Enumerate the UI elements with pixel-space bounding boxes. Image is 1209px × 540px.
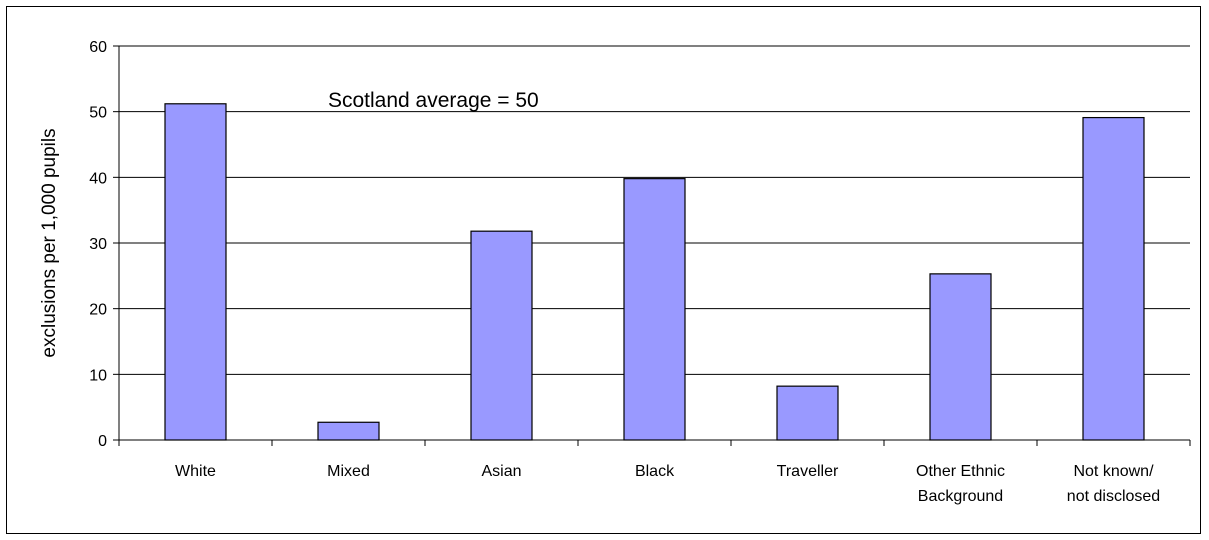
x-category-label: Black <box>635 463 675 480</box>
bar-black <box>623 178 686 441</box>
x-category-label: Traveller <box>777 463 839 480</box>
x-tick-labels: White Mixed Asian Black Traveller Other Ethni… <box>118 440 1191 505</box>
gridlines <box>119 45 1190 375</box>
y-tick-label: 50 <box>89 105 107 122</box>
y-tick-label: 10 <box>89 367 107 384</box>
y-tick-label: 30 <box>89 236 107 253</box>
x-category-label: Asian <box>481 463 521 480</box>
bar-white <box>164 103 227 441</box>
bar-mixed <box>317 421 380 441</box>
scotland-average-annotation: Scotland average = 50 <box>328 89 539 112</box>
y-tick-labels: 0 10 20 30 40 50 60 <box>89 39 119 450</box>
x-category-label: White <box>175 463 216 480</box>
x-category-label: Other Ethnic <box>916 463 1005 480</box>
bar-asian <box>470 230 533 441</box>
y-tick-label: 40 <box>89 170 107 187</box>
y-axis-label: exclusions per 1,000 pupils <box>39 128 60 357</box>
x-category-label: Not known/ <box>1073 463 1154 480</box>
x-category-label: not disclosed <box>1067 488 1160 505</box>
y-tick-label: 0 <box>98 433 107 450</box>
bar-other-ethnic-background <box>929 273 992 441</box>
bars <box>164 103 1145 441</box>
bar-traveller <box>776 385 839 441</box>
x-category-label: Mixed <box>327 463 370 480</box>
y-tick-label: 20 <box>89 302 107 319</box>
y-tick-label: 60 <box>89 39 107 56</box>
x-category-label: Background <box>918 488 1003 505</box>
bar-not-known-not-disclosed <box>1082 116 1145 441</box>
